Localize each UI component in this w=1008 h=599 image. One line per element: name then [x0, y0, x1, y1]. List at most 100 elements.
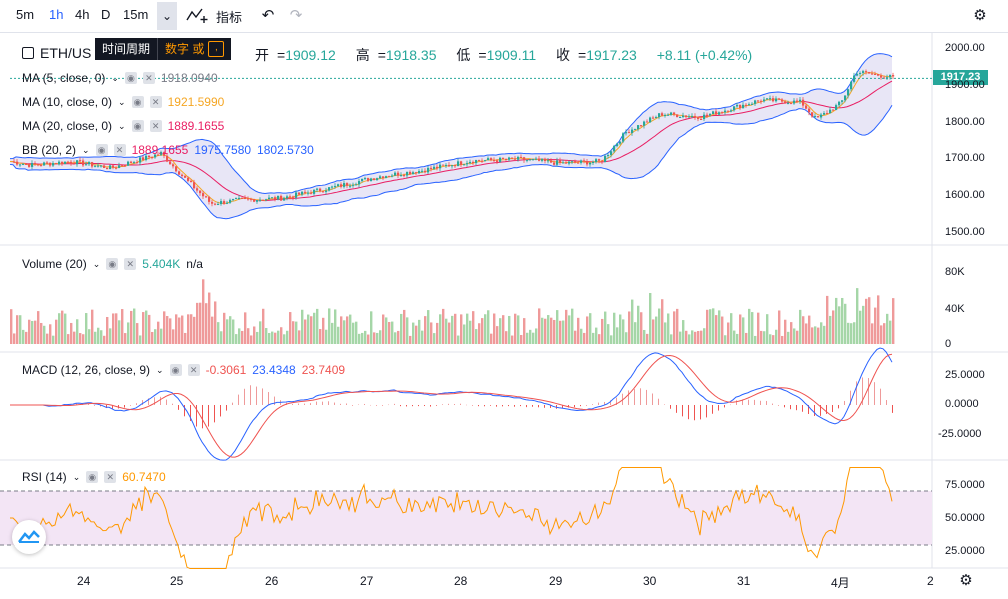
candle-body: [691, 116, 694, 118]
volume-bar: [640, 312, 643, 344]
timeframe-5m[interactable]: 5m: [16, 7, 35, 22]
close-icon[interactable]: ✕: [149, 120, 162, 132]
ma10-legend[interactable]: MA (10, close, 0) ⌄ ◉ ✕ 1921.5990: [22, 95, 224, 109]
candle-body: [787, 102, 790, 104]
candle-body: [358, 181, 361, 185]
open-label: 开: [255, 47, 269, 63]
eye-icon[interactable]: ◉: [124, 72, 137, 84]
rsi-line: [10, 466, 893, 570]
volume-bar: [493, 313, 496, 344]
macd-histogram-bar: [616, 397, 617, 405]
timeframe-dropdown-button[interactable]: ⌄: [157, 2, 177, 30]
chevron-down-icon[interactable]: ⌄: [111, 72, 119, 83]
y-tick: 2000.00: [945, 42, 985, 54]
ma20-legend[interactable]: MA (20, close, 0) ⌄ ◉ ✕ 1889.1655: [22, 119, 224, 133]
volume-label: Volume (20): [22, 257, 87, 271]
volume-bar: [241, 330, 244, 344]
volume-bar: [187, 314, 190, 344]
macd-histogram-bar: [394, 403, 395, 405]
volume-bar: [322, 317, 325, 344]
volume-bar: [58, 313, 61, 344]
volume-bar: [802, 316, 805, 344]
volume-bar: [751, 312, 754, 344]
macd-legend[interactable]: MACD (12, 26, close, 9) ⌄ ◉ ✕ -0.3061 23.4…: [22, 363, 345, 377]
chevron-down-icon[interactable]: ⌄: [118, 96, 126, 107]
chevron-down-icon[interactable]: ⌄: [92, 258, 101, 269]
candle-body: [97, 165, 100, 167]
close-icon[interactable]: ✕: [187, 364, 200, 376]
eye-icon[interactable]: ◉: [95, 144, 108, 156]
close-icon[interactable]: ✕: [104, 471, 117, 483]
redo-icon[interactable]: ↷: [289, 7, 303, 24]
volume-bar: [82, 334, 85, 344]
candle-body: [793, 100, 796, 104]
chevron-down-icon[interactable]: ⌄: [118, 120, 126, 131]
bb-legend[interactable]: BB (20, 2) ⌄ ◉ ✕ 1889.1655 1975.7580 1802.…: [22, 143, 314, 157]
timeframe-15m[interactable]: 15m: [123, 7, 149, 22]
volume-bar: [820, 322, 823, 344]
chevron-down-icon[interactable]: ⌄: [82, 144, 90, 155]
candle-body: [424, 170, 427, 173]
candle-body: [196, 188, 199, 191]
volume-bar: [799, 309, 802, 344]
candle-body: [19, 164, 22, 166]
candle-body: [73, 163, 76, 165]
volume-bar: [703, 328, 706, 344]
macd-histogram-bar: [124, 405, 125, 408]
chevron-down-icon[interactable]: ⌄: [72, 471, 81, 482]
close-icon[interactable]: ✕: [124, 258, 137, 270]
indicators-button[interactable]: 指标: [216, 10, 243, 25]
axis-settings-gear-icon[interactable]: ⚙: [959, 572, 973, 589]
volume-bar: [145, 310, 148, 344]
tradingview-logo-icon[interactable]: [12, 520, 46, 554]
candle-body: [712, 111, 715, 115]
timeframe-4h[interactable]: 4h: [75, 7, 90, 22]
candle-body: [337, 184, 340, 187]
indicators-icon[interactable]: [186, 6, 208, 26]
eye-icon[interactable]: ◉: [86, 471, 99, 483]
volume-bar: [73, 331, 76, 344]
timeframe-d[interactable]: D: [101, 7, 111, 22]
candle-body: [841, 100, 844, 102]
undo-icon[interactable]: ↶: [261, 7, 275, 24]
volume-bar: [202, 279, 205, 344]
settings-gear-icon[interactable]: ⚙: [973, 7, 987, 24]
eye-icon[interactable]: ◉: [131, 96, 144, 108]
candle-body: [868, 72, 871, 74]
candle-body: [415, 172, 418, 174]
eye-icon[interactable]: ◉: [169, 364, 182, 376]
close-icon[interactable]: ✕: [142, 72, 155, 84]
collapse-icon[interactable]: [22, 47, 34, 59]
eye-icon[interactable]: ◉: [131, 120, 144, 132]
volume-legend[interactable]: Volume (20) ⌄ ◉ ✕ 5.404K n/a: [22, 257, 203, 271]
candle-body: [850, 81, 853, 90]
volume-bar: [817, 327, 820, 344]
macd-histogram-bar: [382, 405, 383, 406]
macd-histogram-bar: [766, 400, 767, 405]
candle-body: [208, 197, 211, 202]
ma5-legend[interactable]: MA (5, close, 0) ⌄ ◉ ✕ 1918.0940: [22, 71, 218, 85]
chevron-down-icon[interactable]: ⌄: [156, 364, 164, 375]
volume-bar: [139, 335, 142, 344]
close-icon[interactable]: ✕: [149, 96, 162, 108]
volume-bar: [277, 330, 280, 344]
volume-bar: [121, 309, 124, 344]
macd-histogram-bar: [364, 403, 365, 405]
candle-body: [388, 176, 391, 178]
macd-histogram-bar: [892, 405, 893, 413]
eye-icon[interactable]: ◉: [106, 258, 119, 270]
candle-body: [136, 162, 139, 164]
candle-body: [34, 163, 37, 165]
close-icon[interactable]: ✕: [113, 144, 126, 156]
volume-bar: [28, 319, 31, 344]
candle-body: [547, 160, 550, 162]
timeframe-tooltip: 时间周期 数字 或,: [95, 38, 232, 60]
volume-bar: [25, 331, 28, 344]
rsi-legend[interactable]: RSI (14) ⌄ ◉ ✕ 60.7470: [22, 470, 166, 484]
macd-histogram-bar: [574, 405, 575, 408]
timeframe-1h[interactable]: 1h: [49, 7, 64, 22]
candle-body: [736, 104, 739, 107]
volume-bar: [514, 313, 517, 344]
volume-bar: [199, 302, 202, 344]
